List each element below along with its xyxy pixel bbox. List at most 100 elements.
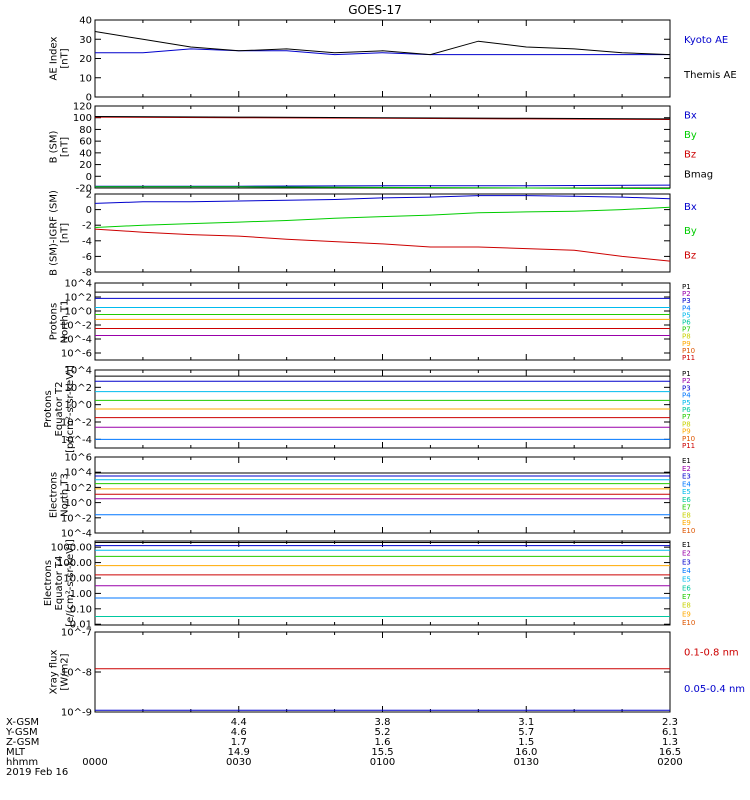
panel-6: 1000.00100.0010.001.000.100.01ElectronsE… [43, 539, 695, 631]
legend-entry: P5 [682, 399, 691, 407]
legend-entry: P8 [682, 333, 691, 341]
legend-entry: P2 [682, 377, 691, 385]
y-tick-label: 10^-2 [61, 513, 92, 524]
y-axis-label: B (SM)-IGRF (SM)[nT] [49, 190, 71, 276]
panel-2: -8 -6 -4 -2 0 2 B (SM)-IGRF (SM)[nT] Bx By Bz [49, 190, 697, 279]
legend-entry: P8 [682, 420, 691, 428]
legend-entry: E6 [682, 584, 691, 592]
panel-frame [94, 19, 671, 98]
panel-frame [94, 193, 671, 273]
y-tick-label: 10^4 [65, 279, 92, 290]
legend-entry: P7 [682, 326, 691, 334]
y-axis-label: Xray flux[W/m2] [49, 650, 71, 695]
y-axis-label-line: [p/(cm²-s-sr-keV)] [65, 365, 76, 453]
time-row-label: MLT [6, 747, 26, 758]
legend-entry: P9 [682, 428, 691, 436]
legend-entry: P6 [682, 406, 691, 414]
y-tick-label: 100.00 [57, 558, 92, 569]
legend-entry: P11 [682, 442, 695, 450]
y-axis-label-line: AE Index [49, 36, 60, 80]
y-tick-label: 100 [73, 113, 92, 124]
y-axis-label: ProtonsNorth T1 [49, 300, 71, 344]
legend-entry: P7 [682, 413, 691, 421]
y-tick-label: -4 [82, 236, 92, 247]
y-axis-label: B (SM)[nT] [49, 130, 71, 163]
legend-entry: P10 [682, 435, 695, 443]
legend-entry: Bz [684, 251, 696, 262]
legend-entry: P5 [682, 311, 691, 319]
legend-entry: Themis AE [683, 70, 737, 81]
legend-entry: P4 [682, 304, 691, 312]
time-row-value: 0000 [82, 757, 107, 768]
series-line [94, 116, 671, 120]
legend-entry: E7 [682, 593, 691, 601]
legend-entry: Bx [684, 111, 697, 122]
y-tick-label: 60 [79, 137, 92, 148]
time-row-value: 2.3 [662, 717, 678, 728]
y-axis-label-line: [nT] [60, 48, 71, 68]
legend-entry: By [684, 130, 697, 141]
time-row-label: Y-GSM [5, 727, 38, 738]
legend-entry: P6 [682, 319, 691, 327]
y-tick-label: 0 [86, 172, 92, 183]
legend-entry: P4 [682, 392, 691, 400]
series-line [94, 31, 671, 56]
panel-frame [94, 540, 671, 626]
panel-frame [94, 282, 671, 361]
time-row-label: Z-GSM [6, 737, 39, 748]
legend-entry: E2 [682, 465, 691, 473]
legend-entry: By [684, 226, 697, 237]
legend-entry: E4 [682, 480, 691, 488]
legend-entry: E1 [682, 457, 691, 465]
y-tick-label: 0 [86, 205, 92, 216]
y-axis-label-line: Equator T4 [54, 556, 65, 611]
time-row-label: X-GSM [6, 717, 39, 728]
y-tick-label: 10^-6 [61, 349, 92, 360]
y-axis-label-line: [nT] [60, 223, 71, 243]
legend-entry: P2 [682, 290, 691, 298]
legend-entry: P10 [682, 347, 695, 355]
legend-entry: E6 [682, 496, 691, 504]
series-line [94, 116, 671, 120]
plot-title: GOES-17 [348, 3, 402, 17]
y-tick-label: 0.01 [70, 620, 92, 631]
panel-5: 10^610^410^210^010^-210^-4ElectronsNorth… [49, 453, 696, 540]
y-tick-label: 10 [79, 73, 92, 84]
time-row-value: 1.5 [518, 737, 534, 748]
panel-3: 10^410^210^010^-210^-410^-6ProtonsNorth … [49, 279, 696, 363]
y-tick-label: 10^4 [65, 366, 92, 377]
legend-entry: 0.05-0.4 nm [684, 684, 745, 695]
y-tick-label: 10^-4 [61, 529, 92, 540]
y-tick-label: 10^-8 [61, 668, 92, 679]
legend-entry: 0.1-0.8 nm [684, 648, 739, 659]
y-axis-label-line: Protons [49, 303, 60, 340]
series-line [95, 186, 671, 190]
y-axis-label-line: [W/m2] [60, 653, 71, 690]
time-row-value: 1.7 [231, 737, 247, 748]
legend-entry: E7 [682, 504, 691, 512]
time-row-value: 0130 [514, 757, 539, 768]
legend-entry: E5 [682, 488, 691, 496]
y-tick-label: 20 [79, 54, 92, 65]
y-tick-label: 10^-4 [61, 435, 92, 446]
y-tick-label: 10^0 [65, 400, 92, 411]
time-row-value: 0030 [226, 757, 251, 768]
legend-entry: E8 [682, 511, 691, 519]
y-axis-label-line: B (SM) [49, 130, 60, 163]
y-axis-label-line: Xray flux [49, 650, 60, 695]
y-tick-label: 10^-4 [61, 335, 92, 346]
time-row-value: 16.0 [515, 747, 537, 758]
y-tick-label: 10^0 [65, 307, 92, 318]
legend-entry: E8 [682, 602, 691, 610]
y-axis-label-line: Protons [43, 390, 54, 427]
y-tick-label: 10^6 [65, 453, 92, 464]
y-axis-label-line: Electrons [49, 472, 60, 518]
panel-7: 10^-7 10^-8 10^-9 Xray flux[W/m2] 0.1-0.8 nm… [49, 628, 746, 719]
series-line [94, 228, 671, 262]
legend-entry: E9 [682, 610, 691, 618]
legend-entry: E10 [682, 619, 695, 627]
y-tick-label: -2 [82, 221, 92, 232]
legend-entry: E5 [682, 576, 691, 584]
